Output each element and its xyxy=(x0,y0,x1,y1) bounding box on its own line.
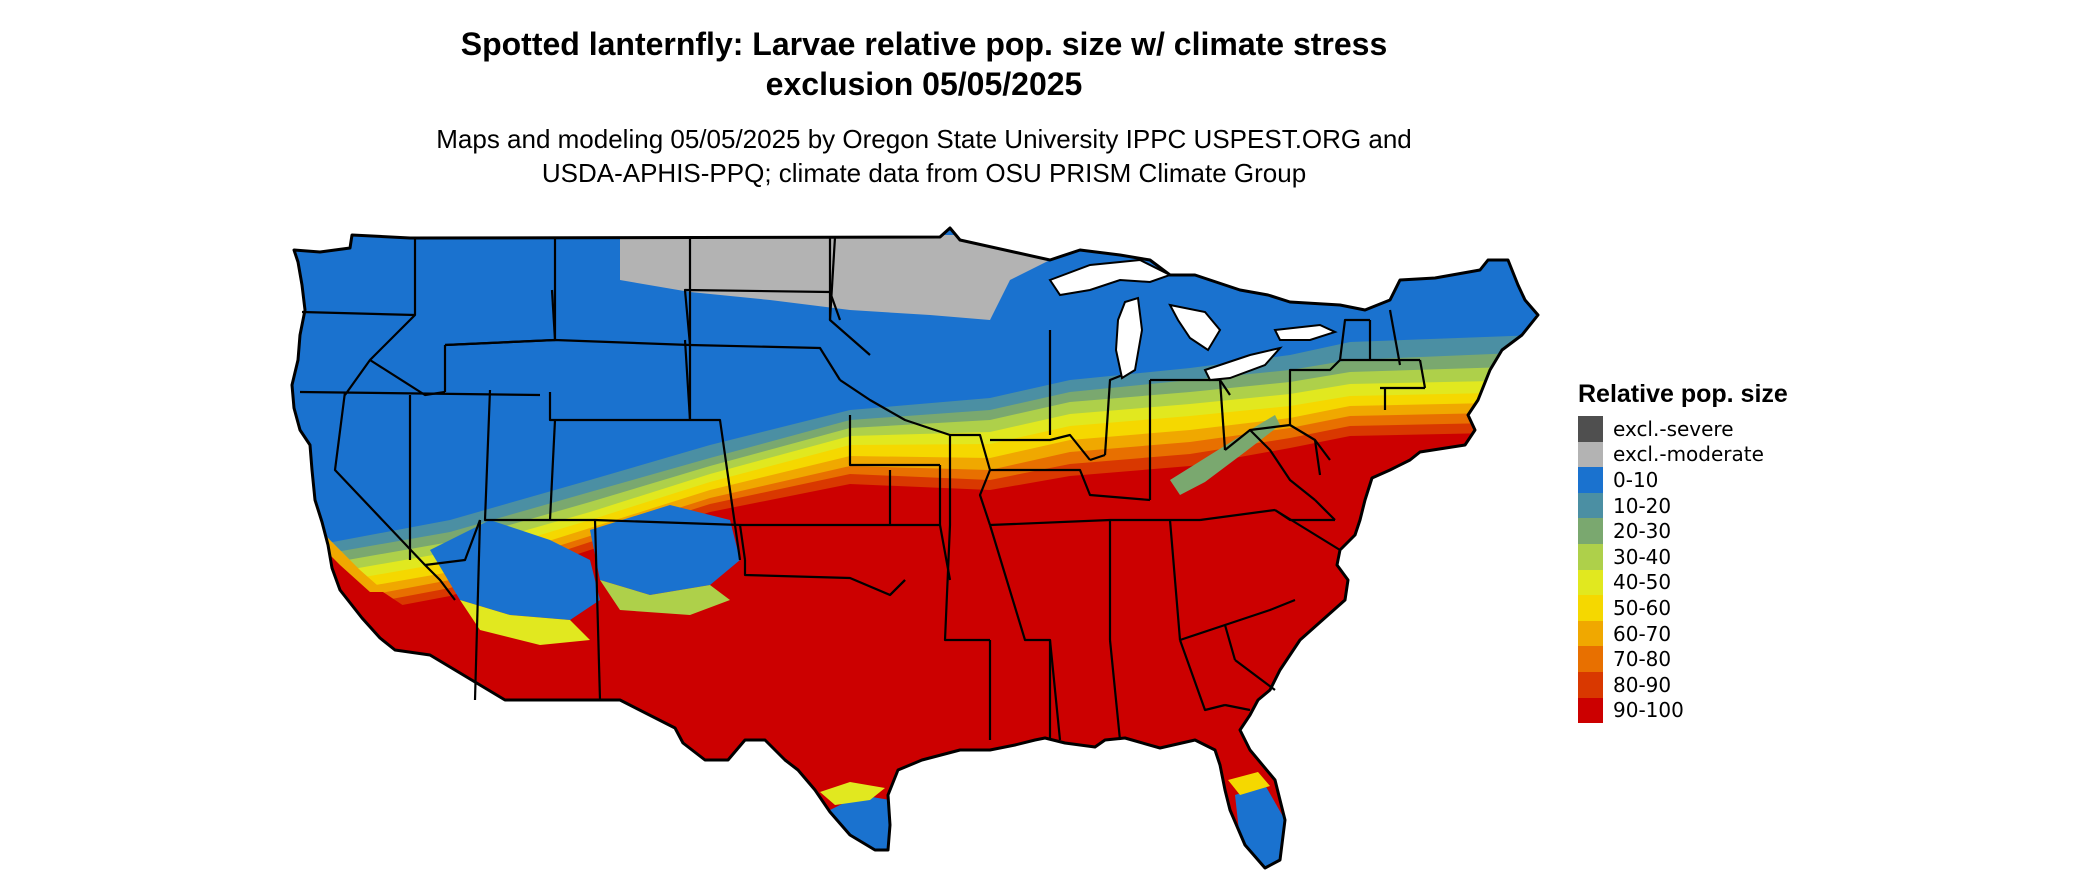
legend-label: 0-10 xyxy=(1613,467,1659,492)
legend-swatch xyxy=(1578,620,1603,647)
legend-item: 20-30 xyxy=(1578,518,1788,544)
legend-swatch xyxy=(1578,441,1603,468)
legend-label: excl.-moderate xyxy=(1613,442,1764,467)
legend-label: 30-40 xyxy=(1613,544,1672,569)
zone-appalachian-ridge xyxy=(1170,415,1280,495)
state-boundaries xyxy=(299,236,1427,741)
zone-arizona-highlands xyxy=(430,520,600,620)
legend-item: 70-80 xyxy=(1578,646,1788,672)
legend-label: 80-90 xyxy=(1613,672,1672,697)
legend-item: 60-70 xyxy=(1578,620,1788,647)
legend-swatch xyxy=(1578,543,1603,570)
legend-swatch xyxy=(1578,416,1603,442)
lake-michigan xyxy=(1114,296,1144,380)
map-subtitle: Maps and modeling 05/05/2025 by Oregon S… xyxy=(0,122,1848,190)
legend-item: 0-10 xyxy=(1578,467,1788,493)
map-subtitle-line-1: Maps and modeling 05/05/2025 by Oregon S… xyxy=(436,124,1412,154)
lake-erie xyxy=(1203,346,1283,382)
legend-items: excl.-severe excl.-moderate 0-10 10-20 20-30… xyxy=(1578,416,1788,724)
map-title-line-1: Spotted lanternfly: Larvae relative pop.… xyxy=(460,26,1388,62)
legend-label: 40-50 xyxy=(1613,570,1672,595)
legend-item: 40-50 xyxy=(1578,569,1788,596)
legend-item: 10-20 xyxy=(1578,492,1788,519)
legend-swatch xyxy=(1578,467,1603,493)
legend-label: 20-30 xyxy=(1613,519,1672,544)
lake-ontario xyxy=(1273,323,1338,341)
legend-label: 90-100 xyxy=(1613,698,1684,723)
lake-superior xyxy=(1048,258,1173,297)
legend-swatch xyxy=(1578,492,1603,519)
map-legend: Relative pop. size excl.-severe excl.-mod… xyxy=(1578,378,1788,724)
us-outline xyxy=(290,226,1540,870)
zone-sw-transition-1 xyxy=(460,600,590,645)
legend-title: Relative pop. size xyxy=(1578,380,1788,408)
map-subtitle-line-2: USDA-APHIS-PPQ; climate data from OSU PR… xyxy=(541,158,1307,188)
legend-label: excl.-severe xyxy=(1613,416,1734,441)
zone-south-florida-edge xyxy=(1228,772,1270,795)
lake-huron xyxy=(1168,303,1222,352)
legend-label: 70-80 xyxy=(1613,647,1672,672)
legend-swatch xyxy=(1578,569,1603,596)
legend-swatch xyxy=(1578,646,1603,672)
legend-swatch xyxy=(1578,697,1603,724)
zone-south-texas xyxy=(830,795,895,860)
legend-swatch xyxy=(1578,518,1603,544)
legend-swatch xyxy=(1578,595,1603,621)
great-lakes xyxy=(1048,258,1338,382)
legend-item: 50-60 xyxy=(1578,595,1788,621)
zone-new-mexico-highlands xyxy=(590,505,740,595)
chart-header: Spotted lanternfly: Larvae relative pop.… xyxy=(0,24,1848,190)
legend-item: 30-40 xyxy=(1578,543,1788,570)
zone-south-texas-edge xyxy=(820,782,885,805)
zone-excl-moderate xyxy=(620,235,1050,320)
legend-label: 10-20 xyxy=(1613,493,1672,518)
legend-swatch xyxy=(1578,671,1603,698)
legend-item: excl.-severe xyxy=(1578,416,1788,442)
zone-california-warm xyxy=(305,540,520,710)
legend-label: 60-70 xyxy=(1613,621,1672,646)
legend-label: 50-60 xyxy=(1613,595,1672,620)
map-title-line-2: exclusion 05/05/2025 xyxy=(765,66,1083,102)
us-suitability-map xyxy=(290,226,1540,870)
legend-item: 90-100 xyxy=(1578,697,1788,724)
legend-item: 80-90 xyxy=(1578,671,1788,698)
zone-sw-transition-2 xyxy=(600,580,730,615)
legend-item: excl.-moderate xyxy=(1578,441,1788,468)
